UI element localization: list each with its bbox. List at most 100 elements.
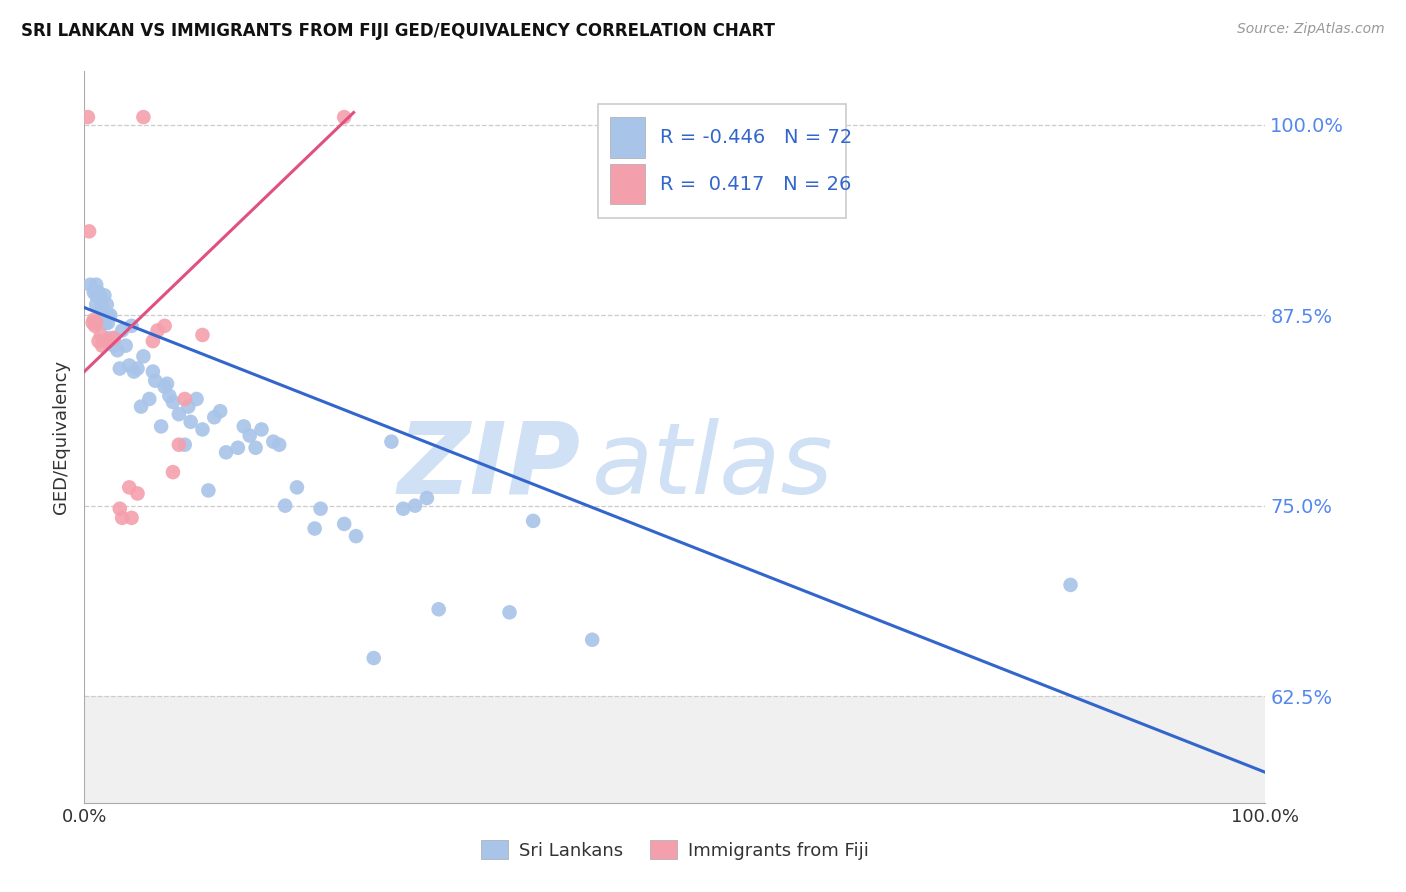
Point [97, 308, 120, 322]
Point [250, 422, 273, 436]
Point [77, 110, 100, 124]
Point [84, 297, 107, 311]
Bar [610, 118, 645, 158]
Point [262, 434, 284, 449]
Point [245, 441, 267, 455]
Point [274, 499, 297, 513]
Point [142, 334, 165, 348]
Point [150, 419, 173, 434]
Point [108, 361, 131, 376]
Legend: Sri Lankans, Immigrants from Fiji: Sri Lankans, Immigrants from Fiji [474, 833, 876, 867]
Point [98, 331, 121, 345]
Point [522, 514, 544, 528]
Point [103, 331, 125, 345]
Point [191, 328, 214, 343]
Point [89, 288, 111, 302]
Point [143, 374, 166, 388]
Point [1059, 578, 1081, 592]
Bar [84, 696, 1265, 803]
Point [118, 359, 141, 373]
Point [97, 334, 120, 348]
Point [162, 395, 184, 409]
Point [103, 331, 125, 345]
Point [108, 501, 131, 516]
Point [79, 277, 101, 292]
Point [363, 651, 385, 665]
Point [82, 316, 104, 330]
Point [269, 438, 291, 452]
Point [84, 288, 107, 302]
Point [173, 438, 195, 452]
Point [167, 407, 190, 421]
Point [121, 511, 143, 525]
Bar [610, 164, 645, 204]
Point [304, 522, 326, 536]
Point [83, 312, 105, 326]
Point [93, 288, 115, 302]
Text: Source: ZipAtlas.com: Source: ZipAtlas.com [1237, 22, 1385, 37]
Point [186, 392, 208, 406]
Point [416, 491, 439, 505]
Point [94, 316, 117, 330]
Point [138, 392, 160, 406]
Text: atlas: atlas [592, 417, 834, 515]
Point [96, 297, 118, 311]
Point [127, 361, 149, 376]
Point [87, 334, 110, 348]
Text: R = -0.446   N = 72: R = -0.446 N = 72 [659, 128, 852, 147]
Text: SRI LANKAN VS IMMIGRANTS FROM FIJI GED/EQUIVALENCY CORRELATION CHART: SRI LANKAN VS IMMIGRANTS FROM FIJI GED/E… [21, 22, 775, 40]
Point [90, 293, 112, 307]
Point [191, 422, 214, 436]
Point [167, 438, 190, 452]
Point [153, 318, 176, 333]
Point [91, 303, 114, 318]
FancyBboxPatch shape [598, 104, 846, 218]
Point [581, 632, 603, 647]
Point [232, 419, 254, 434]
Point [180, 415, 202, 429]
Point [239, 428, 262, 442]
Point [127, 486, 149, 500]
Point [209, 404, 232, 418]
Point [84, 316, 107, 330]
Point [197, 483, 219, 498]
Point [91, 308, 114, 322]
Point [173, 392, 195, 406]
Point [77, 224, 100, 238]
Point [333, 516, 356, 531]
Point [380, 434, 402, 449]
Point [114, 338, 136, 352]
Point [98, 308, 121, 322]
Point [215, 445, 238, 459]
Point [142, 365, 165, 379]
Point [132, 349, 155, 363]
Point [129, 400, 152, 414]
Point [344, 529, 367, 543]
Point [226, 441, 249, 455]
Point [87, 285, 110, 300]
Point [177, 400, 200, 414]
Point [91, 301, 114, 315]
Point [157, 389, 180, 403]
Point [118, 480, 141, 494]
Point [156, 376, 179, 391]
Y-axis label: GED/Equivalency: GED/Equivalency [52, 360, 70, 514]
Point [97, 316, 120, 330]
Point [333, 110, 356, 124]
Point [427, 602, 450, 616]
Point [153, 380, 176, 394]
Point [83, 285, 105, 300]
Text: ZIP: ZIP [398, 417, 581, 515]
Point [392, 501, 415, 516]
Point [100, 334, 122, 348]
Point [122, 365, 145, 379]
Point [121, 318, 143, 333]
Point [111, 511, 134, 525]
Text: R =  0.417   N = 26: R = 0.417 N = 26 [659, 175, 851, 194]
Point [90, 328, 112, 343]
Point [103, 338, 125, 352]
Point [202, 410, 225, 425]
Point [91, 338, 114, 352]
Point [94, 334, 117, 348]
Point [84, 318, 107, 333]
